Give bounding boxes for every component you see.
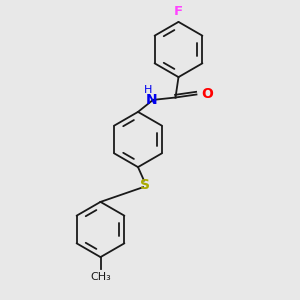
Text: S: S	[140, 178, 150, 192]
Text: O: O	[201, 87, 213, 101]
Text: F: F	[174, 5, 183, 18]
Text: H: H	[143, 85, 152, 95]
Text: N: N	[146, 93, 157, 107]
Text: CH₃: CH₃	[90, 272, 111, 281]
